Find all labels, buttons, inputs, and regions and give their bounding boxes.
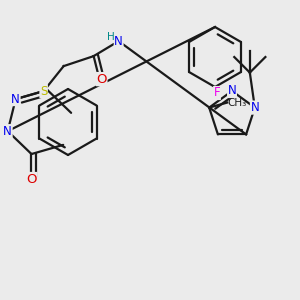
Text: S: S xyxy=(40,85,47,98)
Text: N: N xyxy=(3,125,12,138)
Text: O: O xyxy=(96,73,107,85)
Text: H: H xyxy=(107,32,115,42)
Text: F: F xyxy=(214,86,220,100)
Text: N: N xyxy=(228,85,236,98)
Text: O: O xyxy=(26,172,37,185)
Text: N: N xyxy=(250,101,259,114)
Text: CH₃: CH₃ xyxy=(227,98,246,108)
Text: N: N xyxy=(114,34,123,48)
Text: N: N xyxy=(11,93,20,106)
